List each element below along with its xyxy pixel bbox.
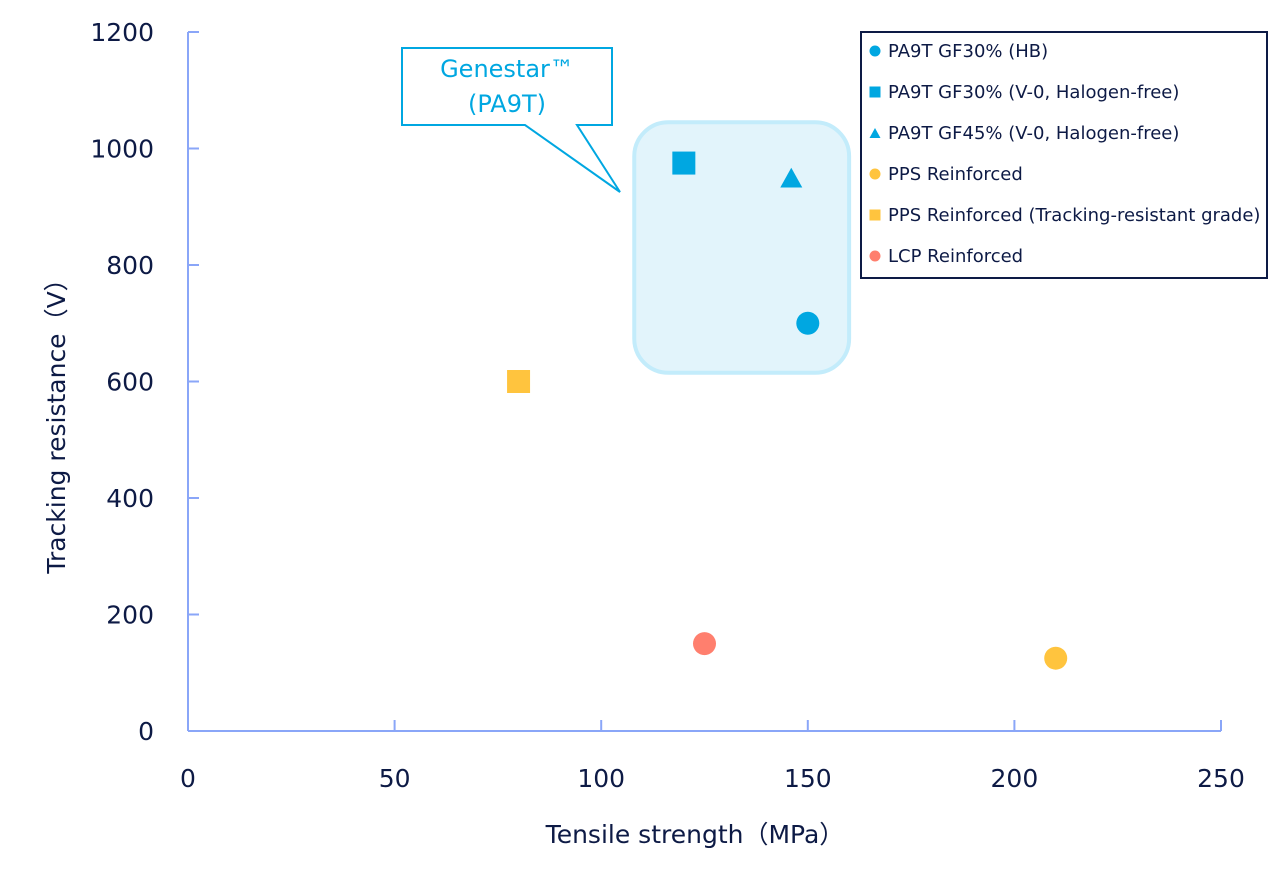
data-point-circle	[796, 311, 820, 335]
data-points	[507, 151, 1068, 670]
x-ticks: 0 50 100 150 200 250	[180, 720, 1245, 793]
highlight-region	[632, 120, 852, 375]
legend-marker-square	[869, 209, 881, 221]
legend-label: PPS Reinforced (Tracking-resistant grade…	[888, 205, 1260, 226]
data-point-circle	[1044, 646, 1068, 670]
y-tick-label: 400	[106, 484, 154, 513]
y-tick-label: 1000	[90, 135, 154, 164]
legend-marker-circle	[869, 250, 881, 262]
legend-marker-square	[869, 86, 881, 98]
y-tick-label: 200	[106, 601, 154, 630]
x-tick-label: 150	[784, 764, 832, 793]
legend-label: LCP Reinforced	[888, 246, 1023, 267]
legend-label: PA9T GF30% (HB)	[888, 41, 1048, 62]
data-point-circle	[693, 632, 716, 656]
y-ticks: 0 200 400 600 800 1000 1200	[90, 18, 199, 746]
legend-box	[860, 31, 1268, 279]
data-point-triangle	[780, 167, 803, 188]
legend-label: PPS Reinforced	[888, 164, 1023, 185]
data-point-square	[672, 151, 696, 175]
y-tick-label: 0	[138, 717, 154, 746]
x-tick-label: 250	[1197, 764, 1245, 793]
y-axis-title: Tracking resistance（V）	[42, 266, 71, 574]
callout: Genestar™ (PA9T)	[401, 47, 621, 193]
x-tick-label: 100	[577, 764, 625, 793]
highlight-layer	[632, 120, 852, 375]
legend-label: PA9T GF30% (V-0, Halogen-free)	[888, 82, 1179, 103]
x-tick-label: 200	[991, 764, 1039, 793]
callout-line-1: Genestar™	[440, 55, 574, 83]
data-point-square	[507, 370, 531, 393]
x-tick-label: 50	[379, 764, 411, 793]
y-tick-label: 800	[106, 251, 154, 280]
y-tick-label: 1200	[90, 18, 154, 47]
x-axis-title: Tensile strength（MPa）	[545, 820, 845, 849]
callout-line-2: (PA9T)	[468, 90, 546, 118]
legend-label: PA9T GF45% (V-0, Halogen-free)	[888, 123, 1179, 144]
y-tick-label: 600	[106, 368, 154, 397]
legend: PA9T GF30% (HB) PA9T GF30% (V-0, Halogen-…	[860, 31, 1268, 279]
callout-box	[401, 47, 621, 193]
legend-marker-circle	[869, 45, 881, 57]
x-tick-label: 0	[180, 764, 196, 793]
legend-marker-triangle	[869, 128, 881, 138]
legend-marker-circle	[869, 168, 881, 180]
